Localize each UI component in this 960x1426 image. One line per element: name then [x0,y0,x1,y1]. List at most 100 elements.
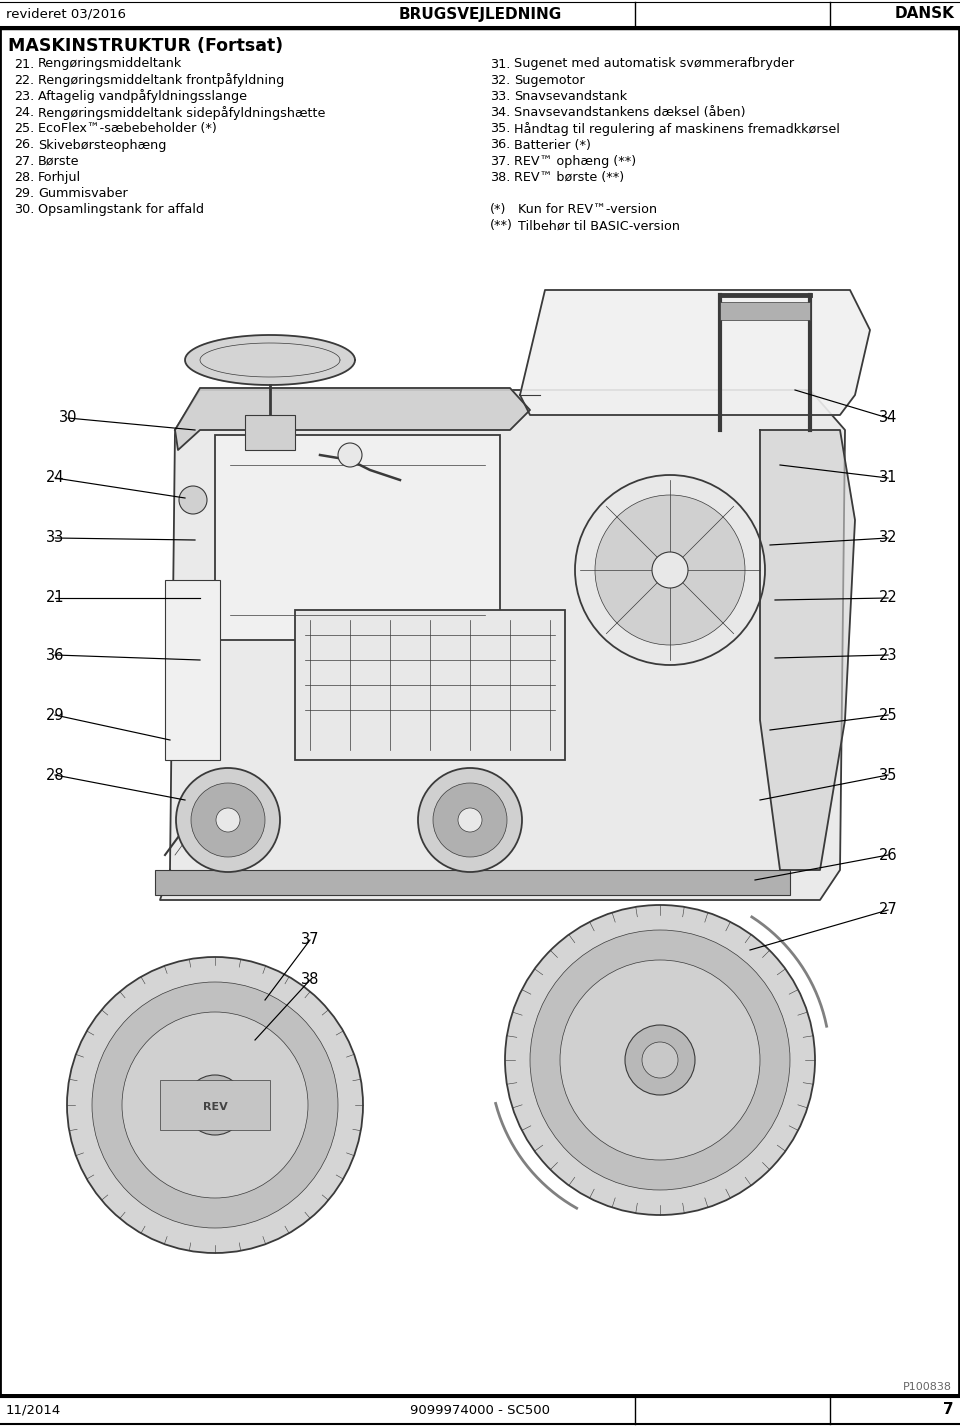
Text: 30: 30 [59,411,77,425]
Text: 31.: 31. [490,57,511,70]
Text: Opsamlingstank for affald: Opsamlingstank for affald [38,204,204,217]
Text: 26: 26 [878,847,898,863]
Text: 29.: 29. [14,187,35,200]
Text: REV: REV [203,1102,228,1112]
Circle shape [560,960,760,1159]
Text: 34: 34 [878,411,898,425]
Text: Sugenet med automatisk svømmerafbryder: Sugenet med automatisk svømmerafbryder [514,57,794,70]
Circle shape [191,783,265,857]
Circle shape [505,906,815,1215]
Text: 33: 33 [46,530,64,546]
Text: 24.: 24. [14,106,35,120]
Text: 22: 22 [878,590,898,606]
Text: Børste: Børste [38,154,80,168]
Text: 33.: 33. [490,90,511,103]
Text: Batterier (*): Batterier (*) [514,138,590,151]
Text: 21: 21 [46,590,64,606]
Bar [160,1079,270,1129]
Circle shape [530,930,790,1191]
Text: 35.: 35. [490,123,511,135]
Text: 26.: 26. [14,138,35,151]
Text: 28.: 28. [14,171,35,184]
Polygon shape [520,289,870,415]
Text: 30.: 30. [14,204,35,217]
Text: 23: 23 [878,647,898,663]
Circle shape [67,957,363,1253]
Circle shape [92,983,338,1228]
Bar [5,240,955,1375]
Circle shape [200,1089,230,1119]
Text: Aftagelig vandpåfyldningsslange: Aftagelig vandpåfyldningsslange [38,90,247,103]
Text: 32.: 32. [490,74,511,87]
Bar [165,580,220,760]
Bar [155,870,790,896]
Text: Gummisvaber: Gummisvaber [38,187,128,200]
Circle shape [185,1075,245,1135]
Text: DANSK: DANSK [894,7,954,21]
Bar [215,435,500,640]
Circle shape [418,769,522,873]
Bar [245,415,295,451]
Text: 25: 25 [878,707,898,723]
Text: (**): (**) [490,220,513,232]
Text: 29: 29 [46,707,64,723]
Circle shape [176,769,280,873]
Text: 37: 37 [300,933,320,947]
Text: 31: 31 [878,471,898,485]
Text: 11/2014: 11/2014 [6,1403,61,1416]
Text: 37.: 37. [490,154,511,168]
Circle shape [652,552,688,588]
Text: 35: 35 [878,767,898,783]
Text: Rengøringsmiddeltank sidepåfyldningshætte: Rengøringsmiddeltank sidepåfyldningshætt… [38,106,325,120]
Bar [295,610,565,760]
Text: 24: 24 [46,471,64,485]
Text: 22.: 22. [14,74,35,87]
Text: 27: 27 [878,903,898,917]
Polygon shape [760,431,855,870]
Circle shape [179,486,207,513]
Text: Snavsevandstank: Snavsevandstank [514,90,627,103]
Text: Skivebørsteophæng: Skivebørsteophæng [38,138,166,151]
Text: BRUGSVEJLEDNING: BRUGSVEJLEDNING [398,7,562,21]
Text: 32: 32 [878,530,898,546]
Text: Forhjul: Forhjul [38,171,82,184]
Circle shape [458,809,482,831]
Text: 34.: 34. [490,106,511,120]
Polygon shape [175,388,530,451]
Text: Rengøringsmiddeltank: Rengøringsmiddeltank [38,57,182,70]
Text: Rengøringsmiddeltank frontpåfyldning: Rengøringsmiddeltank frontpåfyldning [38,73,284,87]
Text: REV™ børste (**): REV™ børste (**) [514,171,624,184]
Circle shape [575,475,765,665]
Circle shape [595,495,745,645]
Text: 7: 7 [944,1403,954,1417]
Text: Sugemotor: Sugemotor [514,74,585,87]
Text: MASKINSTRUKTUR (Fortsat): MASKINSTRUKTUR (Fortsat) [8,37,283,56]
Text: 38: 38 [300,973,319,987]
Text: 36.: 36. [490,138,511,151]
Text: Kun for REV™-version: Kun for REV™-version [518,204,658,217]
Text: Tilbehør til BASIC-version: Tilbehør til BASIC-version [518,220,680,232]
Text: 27.: 27. [14,154,35,168]
Text: revideret 03/2016: revideret 03/2016 [6,7,126,20]
Text: 9099974000 - SC500: 9099974000 - SC500 [410,1403,550,1416]
Text: 21.: 21. [14,57,35,70]
Circle shape [216,809,240,831]
Text: REV™ ophæng (**): REV™ ophæng (**) [514,154,636,168]
Text: P100838: P100838 [903,1382,952,1392]
Text: (*): (*) [490,204,506,217]
Circle shape [625,1025,695,1095]
Text: 28: 28 [46,767,64,783]
Text: EcoFlex™-sæbebeholder (*): EcoFlex™-sæbebeholder (*) [38,123,217,135]
Text: 25.: 25. [14,123,35,135]
Text: 38.: 38. [490,171,511,184]
Polygon shape [185,335,355,385]
Circle shape [338,443,362,466]
Circle shape [642,1042,678,1078]
Text: Snavsevandstankens dæksel (åben): Snavsevandstankens dæksel (åben) [514,106,746,120]
Circle shape [433,783,507,857]
Text: 23.: 23. [14,90,35,103]
Circle shape [122,1012,308,1198]
Text: Håndtag til regulering af maskinens fremadkkørsel: Håndtag til regulering af maskinens frem… [514,121,840,135]
Bar [720,302,810,319]
Text: 36: 36 [46,647,64,663]
